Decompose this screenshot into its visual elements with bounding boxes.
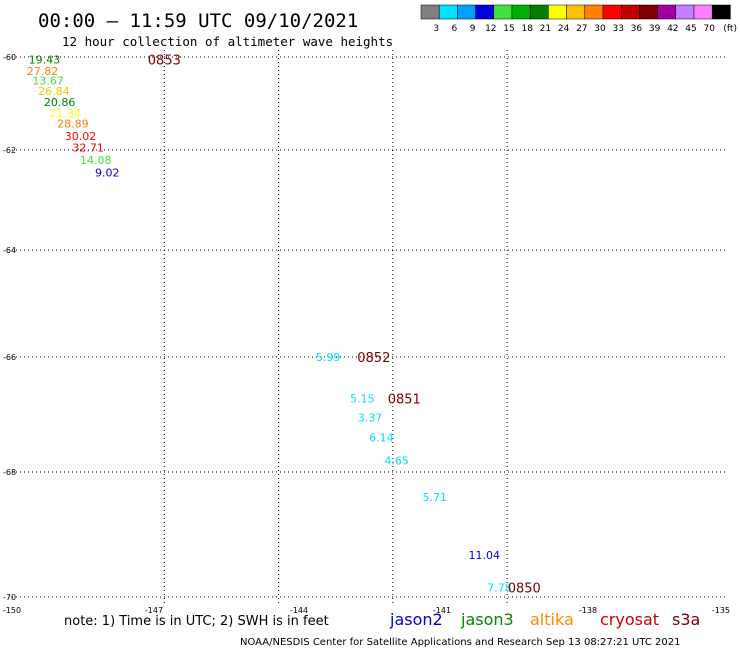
x-tick-label: -135 xyxy=(712,606,730,615)
legend-swatch xyxy=(548,4,567,20)
legend-label: 39 xyxy=(649,24,661,34)
legend-swatch xyxy=(529,4,549,20)
pass-time-label: 0852 xyxy=(357,351,390,366)
wave-height-point: 28.89 xyxy=(57,117,89,130)
wave-height-point: 5.15 xyxy=(350,392,375,405)
wave-height-point: 7.78 xyxy=(487,582,512,595)
legend-swatch xyxy=(420,4,440,20)
wave-height-point: 14.08 xyxy=(80,154,112,167)
legend-label: 3 xyxy=(433,24,439,34)
x-tick-label: -147 xyxy=(145,606,163,615)
legend-label: 18 xyxy=(521,24,533,34)
wave-height-point: 5.99 xyxy=(316,351,341,364)
legend-swatch xyxy=(438,4,458,20)
axes: -150 -147 -144 -141 -138 -135 -60 -62 -64 -66 -68 -… xyxy=(3,53,730,615)
y-tick-label: -62 xyxy=(3,146,16,155)
credit-text: NOAA/NESDIS Center for Satellite Applica… xyxy=(240,637,681,648)
satellite-legend: jason2 jason3 altika cryosat s3a xyxy=(389,610,700,629)
legend-label: 70 xyxy=(703,24,715,34)
pass-time-label: 0850 xyxy=(508,582,541,597)
legend-label: 27 xyxy=(576,24,587,34)
x-tick-label: -138 xyxy=(579,606,597,615)
wave-height-point: 26.84 xyxy=(38,85,70,98)
y-tick-label: -70 xyxy=(3,593,16,602)
color-legend: 3 6 9 12 15 18 21 24 27 30 33 36 39 42 45 70 (ft) xyxy=(420,4,737,34)
wave-height-point: 27.82 xyxy=(27,65,59,78)
wave-height-point: 19.43 xyxy=(29,53,61,66)
wave-height-point: 3.37 xyxy=(358,411,383,424)
y-tick-label: -68 xyxy=(3,468,16,477)
pass-labels: 0853 0852 0851 0850 xyxy=(148,53,541,596)
legend-swatch xyxy=(675,4,695,20)
satellite-name: jason3 xyxy=(460,610,514,629)
legend-swatch xyxy=(511,4,531,20)
legend-swatch xyxy=(639,4,658,20)
satellite-name: s3a xyxy=(672,610,700,629)
legend-label: 42 xyxy=(667,24,678,34)
legend-label: 45 xyxy=(685,24,696,34)
wave-height-point: 9.02 xyxy=(95,167,120,180)
legend-swatch xyxy=(711,4,731,20)
wave-height-point: 13.67 xyxy=(32,74,64,87)
satellite-name: cryosat xyxy=(600,610,659,629)
wave-height-point: 5.71 xyxy=(422,491,447,504)
legend-swatch xyxy=(693,4,713,20)
legend-swatch xyxy=(602,4,622,20)
pass-time-label: 0853 xyxy=(148,53,181,68)
legend-label: 33 xyxy=(612,24,623,34)
legend-unit: (ft) xyxy=(723,24,737,34)
wave-height-point: 30.02 xyxy=(65,130,97,143)
legend-swatch xyxy=(584,4,604,20)
legend-label: 6 xyxy=(452,24,458,34)
satellite-name: jason2 xyxy=(389,610,443,629)
satellite-name: altika xyxy=(530,610,574,629)
pass-time-label: 0851 xyxy=(388,392,421,407)
legend-swatch xyxy=(457,4,476,20)
legend-swatch xyxy=(657,4,677,20)
legend-swatch xyxy=(620,4,640,20)
chart-title: 00:00 – 11:59 UTC 09/10/2021 xyxy=(38,10,358,32)
y-tick-label: -66 xyxy=(3,353,16,362)
data-points: 19.4327.8213.6726.8420.8621.3428.8930.02… xyxy=(27,53,512,594)
x-tick-label: -150 xyxy=(3,606,21,615)
wave-height-point: 4.65 xyxy=(384,455,409,468)
legend-label: 24 xyxy=(558,24,570,34)
legend-label: 15 xyxy=(503,24,514,34)
legend-label: 9 xyxy=(470,24,476,34)
legend-swatch xyxy=(475,4,495,20)
x-tick-label: -141 xyxy=(433,606,451,615)
x-tick-label: -144 xyxy=(290,606,308,615)
wave-height-point: 21.34 xyxy=(50,107,82,120)
wave-height-point: 11.04 xyxy=(469,549,501,562)
chart-subtitle: 12 hour collection of altimeter wave hei… xyxy=(62,34,393,49)
legend-label: 36 xyxy=(631,24,643,34)
grid xyxy=(12,50,728,604)
note-text: note: 1) Time is in UTC; 2) SWH is in fe… xyxy=(64,614,329,629)
wave-height-point: 6.14 xyxy=(369,432,394,445)
y-tick-label: -64 xyxy=(3,246,16,255)
legend-label: 12 xyxy=(485,24,496,34)
wave-height-point: 32.71 xyxy=(72,142,104,155)
legend-swatch xyxy=(566,4,586,20)
wave-height-point: 20.86 xyxy=(44,96,76,109)
legend-label: 30 xyxy=(594,24,606,34)
y-tick-label: -60 xyxy=(3,53,16,62)
legend-label: 21 xyxy=(540,24,551,34)
legend-swatch xyxy=(493,4,513,20)
